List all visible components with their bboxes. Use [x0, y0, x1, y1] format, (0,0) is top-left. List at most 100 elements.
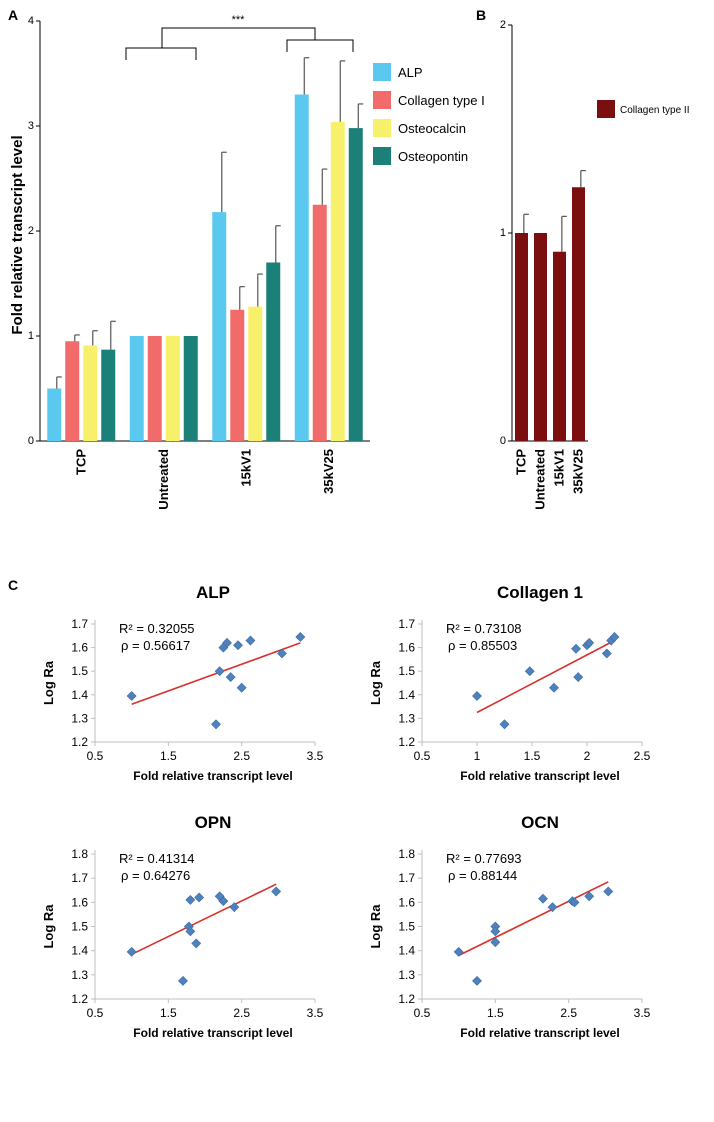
- x-tick-label: 0.5: [414, 1006, 431, 1020]
- rho-label: ρ = 0.56617: [121, 638, 190, 653]
- scatter-point: [229, 902, 240, 913]
- x-tick-label: 3.5: [307, 1006, 324, 1020]
- scatter-title: ALP: [196, 583, 230, 602]
- y-tick-label: 1: [500, 227, 506, 239]
- scatter-point: [490, 937, 501, 948]
- scatter-y-axis-label: Log Ra: [41, 660, 56, 705]
- bar-alp-15kv1: [212, 212, 227, 441]
- r-squared-label: R² = 0.77693: [446, 851, 522, 866]
- legend-label: Osteopontin: [398, 149, 468, 164]
- x-category-label: Untreated: [156, 449, 171, 510]
- trend-line: [476, 639, 615, 714]
- trend-line: [131, 642, 301, 705]
- scatter-point: [499, 719, 510, 730]
- y-tick-label: 4: [28, 15, 34, 27]
- bar-osteocalcin-tcp: [83, 345, 98, 441]
- x-category-label: 15kV1: [238, 449, 253, 487]
- panel-b-chart: 0 1 2 TCP Untreated 15kV1 35kV25 Collagen type…: [500, 19, 690, 510]
- scatter-y-axis-label: Log Ra: [368, 904, 383, 949]
- r-squared-label: R² = 0.73108: [446, 621, 522, 636]
- legend-swatch: [373, 63, 391, 81]
- bar-osteocalcin-15kv1: [248, 306, 263, 441]
- x-category-label: 35kV25: [571, 449, 586, 494]
- scatter-point: [569, 897, 580, 908]
- bar-osteopontin-untreated: [183, 336, 198, 441]
- bar-osteopontin-tcp: [101, 349, 116, 441]
- y-tick-label: 1.2: [398, 735, 415, 749]
- scatter-point: [571, 643, 581, 654]
- x-tick-label: 2: [584, 749, 591, 763]
- y-tick-label: 1.2: [71, 992, 88, 1006]
- legend-swatch: [373, 147, 391, 165]
- scatter-point: [538, 893, 548, 904]
- y-tick-label: 0: [500, 435, 506, 447]
- y-tick-label: 1.6: [398, 641, 415, 655]
- y-tick-label: 1.3: [398, 968, 415, 982]
- bar-collagen-type-ii-35kv25: [572, 187, 585, 441]
- x-tick-label: 1.5: [160, 749, 177, 763]
- scatter-point: [547, 902, 558, 913]
- scatter-x-axis-label: Fold relative transcript level: [460, 1026, 619, 1040]
- bar-collagen-type-ii-15kv1: [553, 251, 566, 441]
- scatter-point: [472, 691, 482, 701]
- scatter-title: OCN: [521, 813, 559, 832]
- bar-alp-35kv25: [294, 94, 309, 441]
- rho-label: ρ = 0.85503: [448, 638, 517, 653]
- scatter-point: [185, 926, 196, 937]
- bar-alp-untreated: [129, 336, 144, 441]
- y-tick-label: 1.6: [71, 641, 88, 655]
- rho-label: ρ = 0.88144: [448, 868, 517, 883]
- scatter-plot-collagen: Collagen 1 1.2 1.3 1.4 1.5 1.6 1.7 0.5 1 1.5 2 2.5 F…: [368, 583, 651, 783]
- y-tick-label: 1.3: [71, 711, 88, 725]
- y-tick-label: 1.4: [71, 944, 88, 958]
- scatter-point: [126, 691, 137, 701]
- y-tick-label: 2: [500, 19, 506, 31]
- bar-osteocalcin-35kv25: [330, 121, 345, 442]
- scatter-point: [178, 975, 188, 986]
- scatter-point: [453, 946, 464, 957]
- scatter-point: [225, 672, 236, 683]
- scatter-point: [549, 682, 559, 693]
- y-tick-label: 1.4: [71, 688, 88, 702]
- scatter-point: [191, 938, 202, 949]
- legend-swatch: [597, 100, 615, 118]
- bar-collagen-type-i-tcp: [65, 341, 80, 441]
- y-tick-label: 1.7: [71, 871, 88, 885]
- x-category-label: TCP: [73, 449, 88, 475]
- bar-collagen-type-ii-tcp: [515, 233, 528, 441]
- legend-label: Osteocalcin: [398, 121, 466, 136]
- scatter-point: [211, 719, 221, 730]
- scatter-y-axis-label: Log Ra: [368, 660, 383, 705]
- x-tick-label: 1.5: [524, 749, 541, 763]
- y-tick-label: 0: [28, 435, 34, 447]
- scatter-point: [218, 896, 229, 907]
- scatter-point: [584, 891, 595, 902]
- x-tick-label: 2.5: [560, 1006, 577, 1020]
- y-tick-label: 1.7: [71, 617, 88, 631]
- y-tick-label: 1.2: [71, 735, 88, 749]
- x-tick-label: 2.5: [233, 749, 250, 763]
- scatter-point: [271, 886, 282, 897]
- panel-label-c: C: [8, 577, 18, 593]
- r-squared-label: R² = 0.32055: [119, 621, 195, 636]
- scatter-x-axis-label: Fold relative transcript level: [460, 769, 619, 783]
- scatter-y-axis-label: Log Ra: [41, 904, 56, 949]
- x-tick-label: 1.5: [487, 1006, 504, 1020]
- x-tick-label: 0.5: [87, 749, 104, 763]
- legend-label: Collagen type II: [620, 105, 690, 116]
- scatter-title: Collagen 1: [497, 583, 583, 602]
- y-tick-label: 1.6: [71, 895, 88, 909]
- legend-swatch: [373, 119, 391, 137]
- r-squared-label: R² = 0.41314: [119, 851, 195, 866]
- x-category-label: 35kV25: [321, 449, 336, 494]
- y-tick-label: 1.7: [398, 617, 415, 631]
- scatter-point: [472, 975, 482, 986]
- scatter-point: [185, 894, 196, 905]
- x-tick-label: 2.5: [634, 749, 651, 763]
- scatter-title: OPN: [195, 813, 232, 832]
- bar-collagen-type-ii-untreated: [534, 233, 547, 441]
- scatter-point: [222, 637, 232, 648]
- x-tick-label: 0.5: [414, 749, 431, 763]
- y-tick-label: 1.4: [398, 944, 415, 958]
- panel-a-y-axis-label: Fold relative transcript level: [9, 135, 26, 334]
